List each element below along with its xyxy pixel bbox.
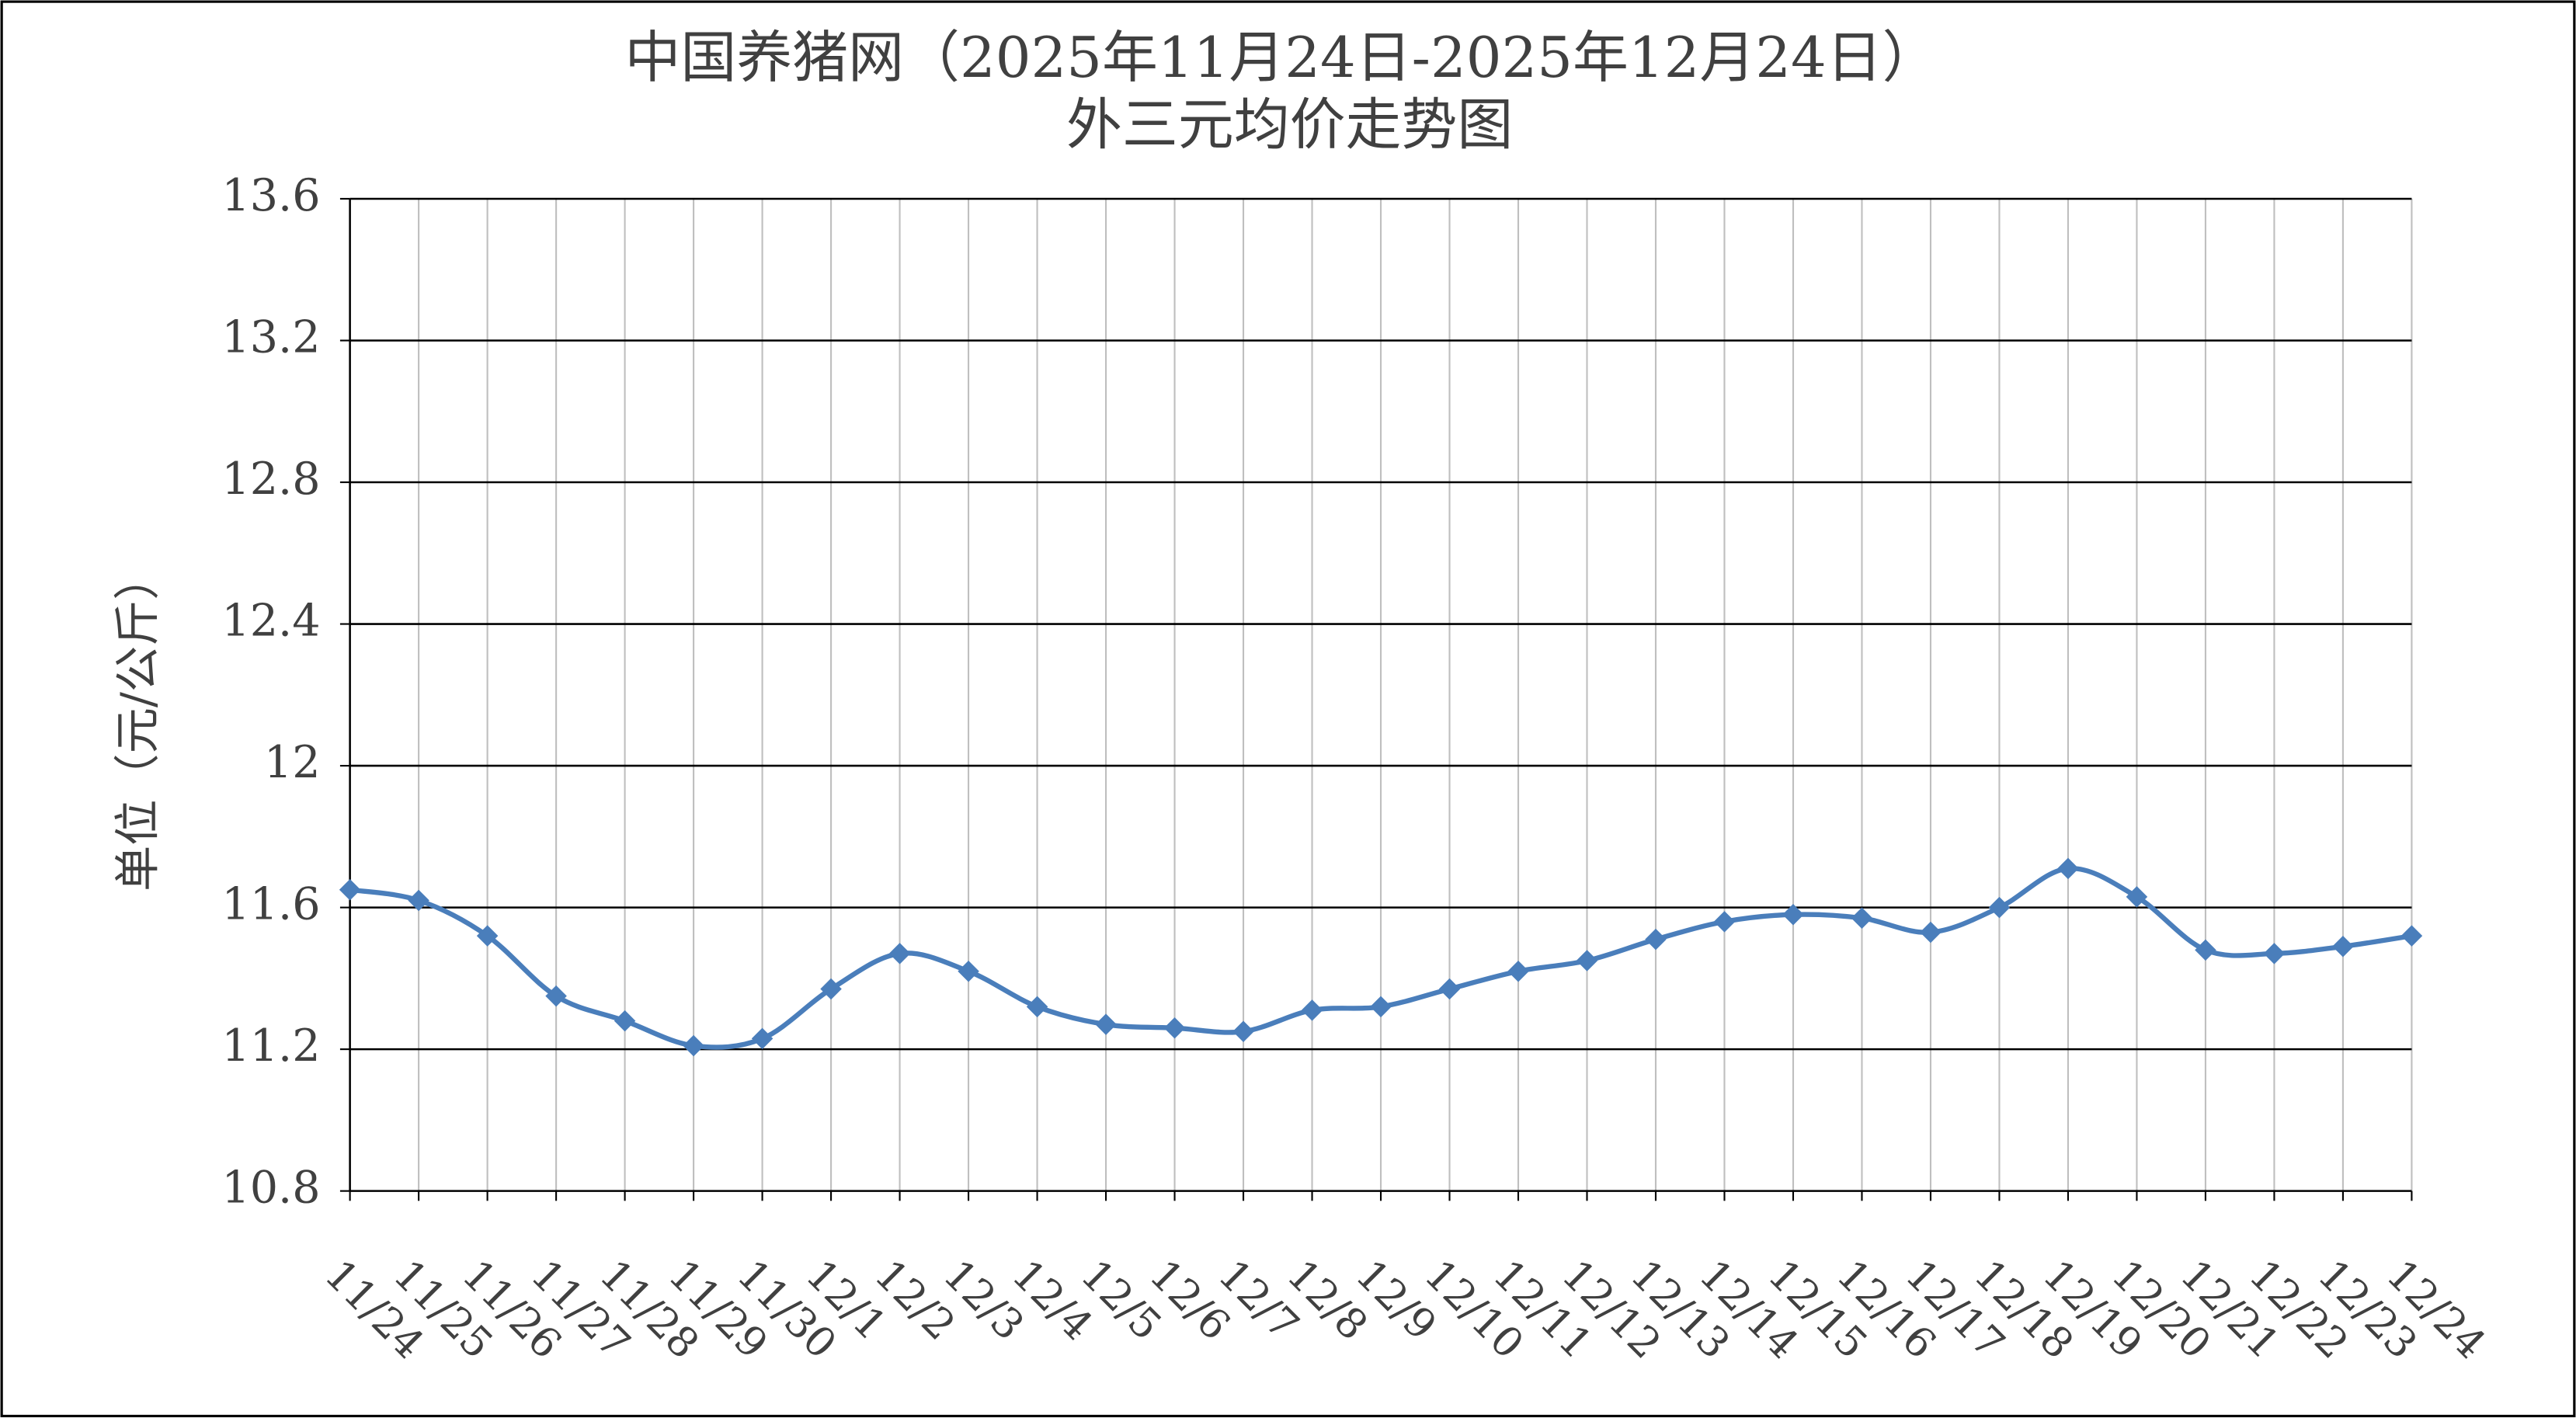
marker [2126, 886, 2148, 908]
marker [1438, 978, 1461, 1000]
marker [1026, 996, 1048, 1018]
chart-subtitle: 外三元均价走势图 [1066, 92, 1513, 158]
marker [545, 985, 567, 1007]
y-tick-label: 12.8 [221, 454, 320, 505]
y-axis-label: 单位（元/公斤） [111, 554, 165, 891]
y-tick-label: 13.6 [221, 170, 320, 221]
y-tick-label: 11.2 [221, 1020, 320, 1072]
marker [751, 1027, 773, 1050]
marker [1095, 1013, 1117, 1035]
marker [1988, 896, 2011, 919]
marker [408, 889, 429, 912]
marker [339, 879, 361, 901]
marker [2195, 939, 2216, 961]
marker [1782, 903, 1804, 926]
y-tick-label: 12.4 [221, 596, 320, 647]
marker [820, 978, 842, 1000]
y-tick-label: 11.6 [221, 879, 320, 930]
marker [1920, 921, 1942, 944]
marker [1851, 907, 1873, 930]
marker [2263, 943, 2286, 964]
marker [1713, 911, 1736, 933]
marker [683, 1034, 704, 1057]
marker [1232, 1020, 1254, 1043]
marker [2332, 936, 2354, 957]
marker [1507, 960, 1529, 982]
marker [2400, 925, 2423, 947]
marker [1163, 1017, 1186, 1039]
marker [1645, 928, 1667, 951]
y-tick-label: 13.2 [221, 312, 320, 363]
marker [958, 960, 979, 982]
marker [614, 1010, 636, 1032]
y-tick-label: 10.8 [221, 1163, 320, 1214]
marker [2057, 857, 2079, 880]
chart-title: 中国养猪网（2025年11月24日-2025年12月24日） [625, 25, 1938, 90]
marker [1370, 996, 1392, 1018]
marker [888, 943, 911, 964]
marker [1301, 999, 1323, 1021]
y-tick-label: 12 [264, 737, 321, 788]
marker [476, 925, 499, 947]
marker [1576, 950, 1598, 971]
